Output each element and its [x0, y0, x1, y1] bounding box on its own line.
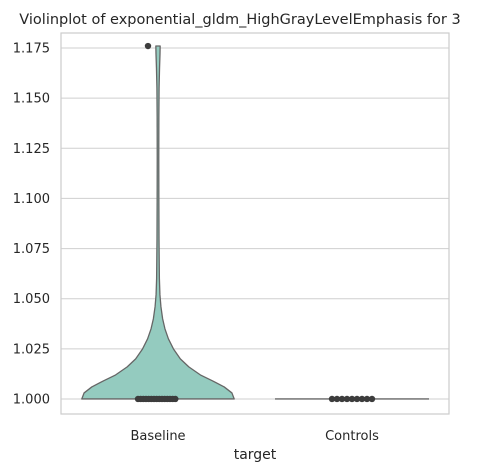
data-point: [348, 395, 356, 403]
data-point: [353, 395, 361, 403]
data-point: [144, 42, 152, 50]
y-tick-label: 1.075: [13, 242, 50, 257]
y-tick-labels: 1.000 1.025 1.050 1.075 1.100 1.125 1.150 1.175: [13, 42, 50, 408]
y-gridlines: [61, 47, 449, 400]
y-tick-label: 1.175: [13, 42, 50, 57]
data-point: [338, 395, 346, 403]
y-tick-label: 1.100: [13, 192, 50, 207]
x-tick-labels: Baseline Controls: [130, 429, 379, 444]
y-tick-label: 1.000: [13, 392, 50, 407]
violin-body: [81, 45, 235, 400]
x-tick-label: Baseline: [130, 429, 185, 444]
data-point: [333, 395, 341, 403]
violins: [81, 45, 429, 400]
x-axis-label: target: [234, 447, 277, 463]
plot-frame: [60, 32, 450, 415]
data-point: [172, 395, 179, 403]
x-tick-label: Controls: [325, 429, 379, 444]
strip-points: [134, 42, 376, 403]
data-point: [368, 395, 376, 403]
data-point: [363, 395, 371, 403]
y-tick-label: 1.050: [13, 292, 50, 307]
y-tick-label: 1.150: [13, 92, 50, 107]
chart-title: Violinplot of exponential_gldm_HighGrayL…: [19, 12, 460, 28]
data-point: [358, 395, 366, 403]
data-point: [328, 395, 336, 403]
y-tick-label: 1.025: [13, 342, 50, 357]
data-point: [343, 395, 351, 403]
y-tick-label: 1.125: [13, 142, 50, 157]
